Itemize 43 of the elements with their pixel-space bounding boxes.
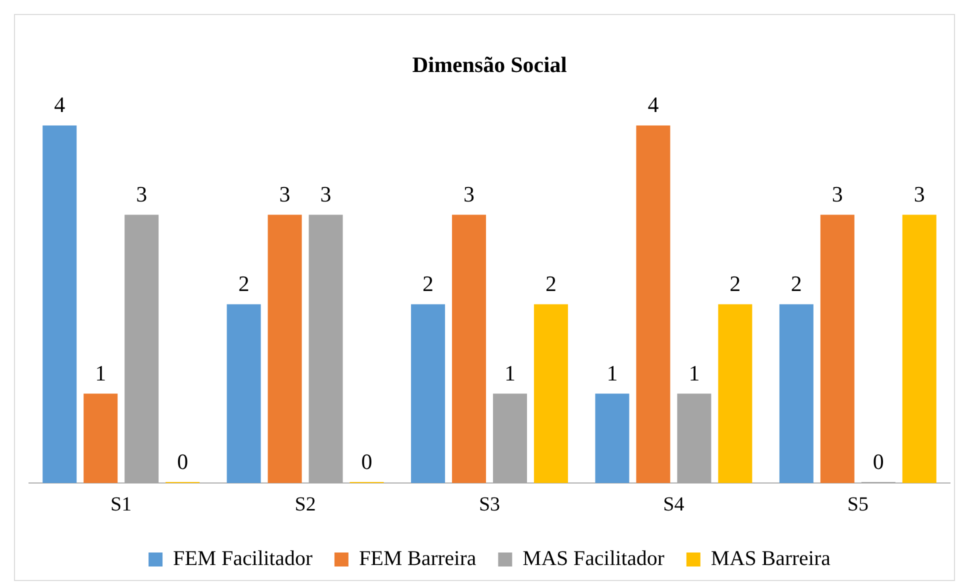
data-label: 4 xyxy=(54,92,66,118)
data-label: 2 xyxy=(238,270,250,296)
data-label: 3 xyxy=(832,182,843,207)
data-label: 2 xyxy=(422,270,434,296)
data-label: 1 xyxy=(504,360,516,386)
data-label: 2 xyxy=(730,270,741,296)
bar xyxy=(636,125,670,483)
x-tick-label: S3 xyxy=(478,493,500,516)
data-label: 0 xyxy=(361,448,372,474)
data-label: 1 xyxy=(606,360,618,386)
bar xyxy=(226,304,261,483)
legend-label: MAS Facilitador xyxy=(522,546,664,570)
data-label: 3 xyxy=(914,182,925,207)
bar xyxy=(268,214,302,483)
bar xyxy=(902,214,936,483)
legend-label: FEM Facilitador xyxy=(173,546,312,570)
data-label: 3 xyxy=(464,182,475,207)
data-label: 2 xyxy=(790,270,802,296)
bar xyxy=(84,394,118,483)
x-tick-label: S5 xyxy=(847,493,868,516)
bar xyxy=(452,214,486,483)
data-label: 1 xyxy=(688,360,700,386)
bar xyxy=(595,394,630,483)
bar xyxy=(718,304,752,483)
x-tick-label: S2 xyxy=(294,493,316,516)
bar xyxy=(42,125,77,483)
bar xyxy=(534,304,568,483)
data-label: 3 xyxy=(279,182,290,207)
bar xyxy=(411,304,446,483)
bar xyxy=(779,304,814,483)
x-tick-label: S4 xyxy=(663,493,684,516)
data-label: 0 xyxy=(872,448,884,474)
chart-title: Dimensão Social xyxy=(412,52,567,77)
data-label: 0 xyxy=(177,448,188,474)
legend-label: MAS Barreira xyxy=(710,546,832,570)
data-label: 3 xyxy=(320,182,332,207)
bar xyxy=(820,214,854,483)
data-label: 1 xyxy=(95,360,106,386)
x-tick-label: S1 xyxy=(110,493,132,516)
data-label: 2 xyxy=(545,270,556,296)
data-label: 4 xyxy=(648,92,659,118)
legend-label: FEM Barreira xyxy=(358,546,477,570)
data-label: 3 xyxy=(136,182,148,207)
